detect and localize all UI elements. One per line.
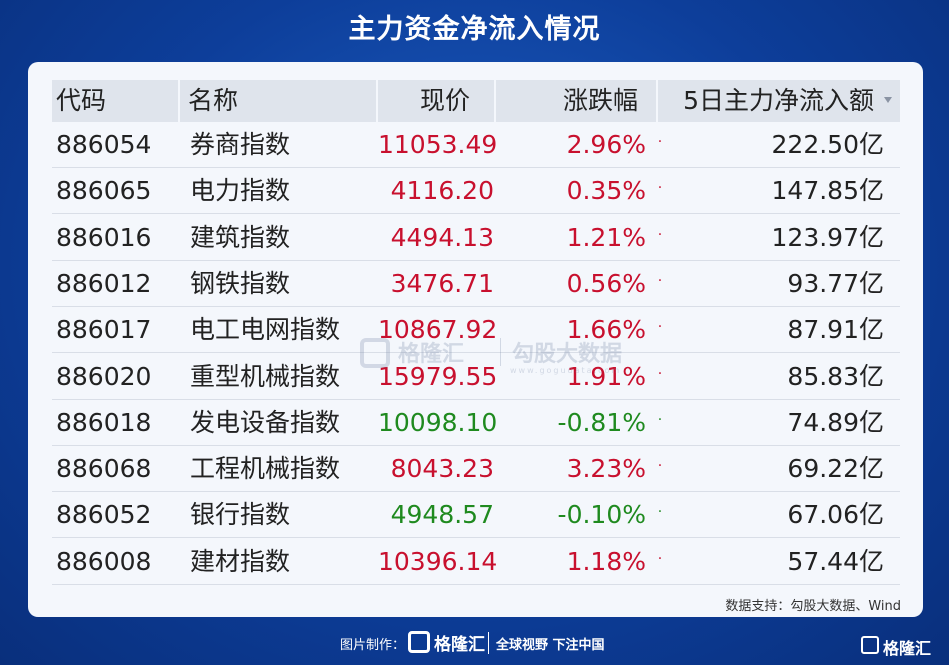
page-title: 主力资金净流入情况: [348, 14, 601, 45]
fund-flow-table-card: 代码 名称 现价 涨跌幅 5日主力净流入额 886054 券商指数 11053.49…: [28, 62, 923, 617]
watermark-divider: [500, 338, 501, 366]
cell-flow: 123.97亿: [771, 222, 884, 252]
cell-code: 886016: [56, 222, 152, 252]
change-marker-icon: ·: [657, 272, 663, 289]
cell-code: 886018: [56, 407, 152, 437]
change-marker-icon: ·: [657, 226, 663, 243]
cell-name: 券商指数: [190, 130, 291, 159]
change-marker-icon: ·: [657, 134, 663, 150]
cell-change: 0.56%: [566, 268, 646, 298]
cell-flow: 87.91亿: [787, 315, 884, 345]
table-row[interactable]: 886054 券商指数 11053.49 2.96% · 222.50亿: [52, 122, 900, 168]
cell-price: 10098.10: [378, 407, 498, 437]
cell-change: 0.35%: [566, 176, 646, 206]
change-marker-icon: ·: [657, 504, 663, 521]
table-row[interactable]: 886012 钢铁指数 3476.71 0.56% · 93.77亿: [52, 261, 900, 307]
table-row[interactable]: 886018 发电设备指数 10098.10 -0.81% · 74.89亿: [52, 400, 900, 446]
table-row[interactable]: 886065 电力指数 4116.20 0.35% · 147.85亿: [52, 168, 900, 215]
cell-name: 建材指数: [190, 546, 291, 576]
cell-price: 15979.55: [378, 361, 498, 391]
cell-name: 发电设备指数: [190, 407, 341, 437]
watermark: 格隆汇 勾股大数据 www.gogudata.com: [350, 334, 650, 384]
header-flow-label: 5日主力净流入额: [683, 86, 874, 115]
cell-change: 1.21%: [566, 222, 646, 252]
corner-logo-icon: [861, 636, 879, 654]
cell-price: 11053.49: [378, 130, 498, 159]
cell-change: -0.81%: [557, 407, 646, 437]
cell-flow: 85.83亿: [787, 361, 884, 391]
cell-price: 4494.13: [390, 222, 494, 252]
header-change[interactable]: 涨跌幅: [496, 80, 656, 122]
cell-price: 10396.14: [378, 546, 498, 576]
cell-flow: 93.77亿: [787, 268, 884, 298]
cell-code: 886017: [56, 315, 152, 345]
table-row[interactable]: 886052 银行指数 4948.57 -0.10% · 67.06亿: [52, 492, 900, 539]
cell-name: 工程机械指数: [190, 454, 341, 484]
watermark-brand: 格隆汇: [398, 342, 465, 367]
cell-flow: 147.85亿: [771, 176, 884, 206]
change-marker-icon: ·: [657, 180, 663, 197]
data-source: 数据支持：勾股大数据、Wind: [725, 599, 901, 614]
cell-flow: 67.06亿: [787, 500, 884, 530]
cell-name: 钢铁指数: [190, 268, 291, 298]
header-code[interactable]: 代码: [52, 80, 178, 122]
cell-code: 886065: [56, 176, 152, 206]
cell-name: 电力指数: [190, 176, 291, 206]
cell-price: 3476.71: [390, 268, 494, 298]
header-price[interactable]: 现价: [378, 80, 494, 122]
header-name[interactable]: 名称: [180, 80, 376, 122]
cell-price: 8043.23: [390, 454, 494, 484]
table-row[interactable]: 886017 电工电网指数 10867.92 1.66% · 87.91亿: [52, 307, 900, 354]
footer: 图片制作： 格隆汇 全球视野 下注中国: [0, 628, 949, 658]
cell-change: -0.10%: [557, 500, 646, 530]
cell-name: 重型机械指数: [190, 361, 341, 391]
footer-brand: 格隆汇: [434, 635, 485, 655]
cell-code: 886068: [56, 454, 152, 484]
table-row[interactable]: 886008 建材指数 10396.14 1.18% · 57.44亿: [52, 539, 900, 585]
footer-divider: [488, 632, 489, 654]
header-flow[interactable]: 5日主力净流入额: [658, 80, 900, 122]
cell-flow: 57.44亿: [787, 546, 884, 576]
cell-code: 886012: [56, 268, 152, 298]
cell-name: 电工电网指数: [190, 315, 341, 345]
cell-change: 1.66%: [566, 315, 646, 345]
watermark-url: www.gogudata.com: [510, 366, 622, 375]
cell-change: 1.91%: [566, 361, 646, 391]
change-marker-icon: ·: [657, 411, 663, 428]
sort-desc-icon[interactable]: [884, 97, 892, 103]
cell-price: 10867.92: [378, 315, 498, 345]
table-header: 代码 名称 现价 涨跌幅 5日主力净流入额: [52, 80, 900, 122]
watermark-logo-icon: [360, 338, 390, 368]
change-marker-icon: ·: [657, 458, 663, 475]
cell-price: 4116.20: [390, 176, 494, 206]
table-row[interactable]: 886020 重型机械指数 15979.55 1.91% · 85.83亿: [52, 354, 900, 400]
table-row[interactable]: 886068 工程机械指数 8043.23 3.23% · 69.22亿: [52, 446, 900, 493]
table-row[interactable]: 886016 建筑指数 4494.13 1.21% · 123.97亿: [52, 215, 900, 261]
watermark-product: 勾股大数据: [512, 342, 623, 367]
change-marker-icon: ·: [657, 319, 663, 336]
corner-brand: 格隆汇: [883, 639, 932, 658]
footer-slogan: 全球视野 下注中国: [496, 638, 605, 653]
cell-flow: 69.22亿: [787, 454, 884, 484]
cell-name: 银行指数: [190, 500, 291, 530]
footer-logo-icon: [408, 631, 430, 653]
cell-code: 886052: [56, 500, 152, 530]
footer-label: 图片制作：: [340, 638, 406, 653]
change-marker-icon: ·: [657, 365, 663, 382]
cell-code: 886054: [56, 130, 152, 159]
cell-code: 886008: [56, 546, 152, 576]
corner-logo: 格隆汇: [861, 634, 941, 658]
cell-code: 886020: [56, 361, 152, 391]
cell-change: 1.18%: [566, 546, 646, 576]
change-marker-icon: ·: [657, 550, 663, 567]
cell-change: 3.23%: [566, 454, 646, 484]
cell-price: 4948.57: [390, 500, 494, 530]
cell-flow: 74.89亿: [787, 407, 884, 437]
cell-name: 建筑指数: [190, 222, 291, 252]
cell-flow: 222.50亿: [771, 130, 884, 159]
cell-change: 2.96%: [566, 130, 646, 159]
